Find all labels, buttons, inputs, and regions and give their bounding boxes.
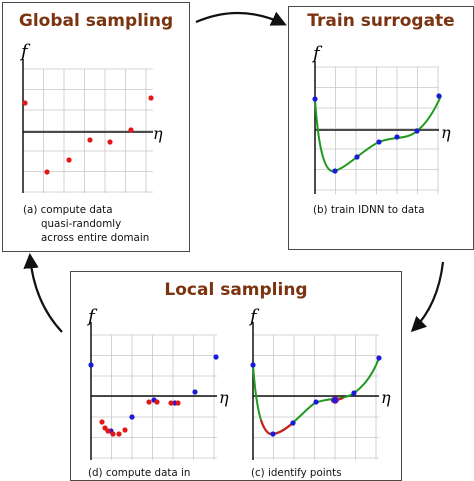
- identify-eta-label: η: [381, 388, 391, 407]
- data-point-red: [99, 419, 105, 425]
- data-point-blue: [312, 96, 318, 102]
- data-point-red: [66, 157, 72, 163]
- global-sampling-box: Global sampling f η (a) compute data qua…: [2, 2, 190, 252]
- data-point-blue: [213, 354, 219, 360]
- data-point-red: [168, 400, 174, 406]
- global-caption-line-2: quasi-randomly: [41, 218, 122, 230]
- train-points: [312, 93, 442, 174]
- data-point-red: [148, 95, 154, 101]
- data-point-red: [122, 427, 128, 433]
- data-point-red: [110, 431, 116, 437]
- local-sampling-box: Local sampling f η f η (d) compute data …: [70, 271, 402, 481]
- data-point-blue: [192, 389, 198, 395]
- identify-points: [250, 355, 382, 437]
- data-point-blue: [376, 139, 382, 145]
- global-plot-grid: [22, 68, 153, 193]
- data-point-blue: [354, 154, 360, 160]
- data-point-blue: [290, 420, 296, 426]
- data-point-blue: [414, 128, 420, 134]
- data-point-blue: [88, 362, 94, 368]
- data-point-blue: [351, 390, 357, 396]
- local-data-eta-label: η: [219, 388, 229, 407]
- train-caption: (b) train IDNN to data: [313, 204, 425, 216]
- global-caption-line-1: (a) compute data: [23, 204, 113, 216]
- data-point-blue: [250, 362, 256, 368]
- data-point-red: [22, 100, 28, 106]
- data-point-blue: [394, 134, 400, 140]
- local-data-f-label: f: [86, 306, 98, 327]
- identify-f-label: f: [248, 306, 260, 327]
- data-point-red: [105, 428, 111, 434]
- data-point-red: [154, 399, 160, 405]
- global-points: [22, 95, 154, 175]
- identify-points-plot: f η: [248, 306, 391, 460]
- global-sampling-title: Global sampling: [18, 11, 174, 31]
- train-plot: f η: [311, 43, 451, 194]
- local-data-plot: f η: [86, 306, 229, 460]
- global-caption-line-3: across entire domain: [41, 232, 150, 244]
- global-eta-label: η: [153, 124, 163, 143]
- data-point-red: [107, 139, 113, 145]
- identified-point: [331, 396, 339, 404]
- arrow-local-to-global: [23, 252, 63, 333]
- local-sampling-title: Local sampling: [164, 280, 308, 300]
- arrow-global-to-train: [195, 11, 287, 26]
- train-eta-label: η: [441, 123, 451, 142]
- train-surrogate-curve: [314, 95, 442, 173]
- train-f-label: f: [311, 43, 323, 64]
- data-point-red: [116, 431, 122, 437]
- data-point-red: [146, 399, 152, 405]
- data-point-red: [87, 137, 93, 143]
- arrow-train-to-local: [410, 261, 445, 333]
- data-point-blue: [332, 168, 338, 174]
- global-plot: f η: [19, 41, 163, 193]
- data-point-red: [175, 400, 181, 406]
- global-f-label: f: [19, 41, 31, 62]
- train-surrogate-box: Train surrogate f η (b) train IDNN to da…: [288, 6, 474, 250]
- data-point-blue: [313, 399, 319, 405]
- data-point-blue: [436, 93, 442, 99]
- train-surrogate-title: Train surrogate: [307, 11, 455, 31]
- local-data-points: [88, 354, 219, 437]
- data-point-blue: [270, 431, 276, 437]
- identify-curve-red-1: [259, 419, 294, 436]
- identify-points-grid: [252, 334, 379, 460]
- data-point-blue: [376, 355, 382, 361]
- data-point-blue: [129, 414, 135, 420]
- data-point-red: [44, 169, 50, 175]
- data-point-red: [128, 127, 134, 133]
